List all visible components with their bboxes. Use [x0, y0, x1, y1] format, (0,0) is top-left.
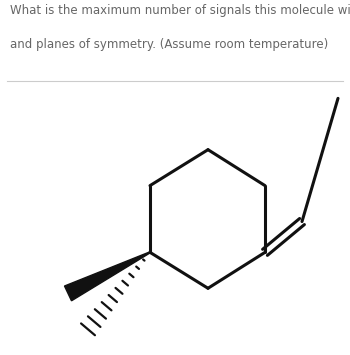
Text: c: c	[180, 74, 186, 84]
Text: What is the maximum number of signals this molecule will give on a H - NMR spect: What is the maximum number of signals th…	[10, 4, 350, 17]
Polygon shape	[64, 252, 150, 301]
Text: 9: 9	[152, 74, 158, 84]
Text: and planes of symmetry. (Assume room temperature): and planes of symmetry. (Assume room tem…	[10, 38, 329, 51]
